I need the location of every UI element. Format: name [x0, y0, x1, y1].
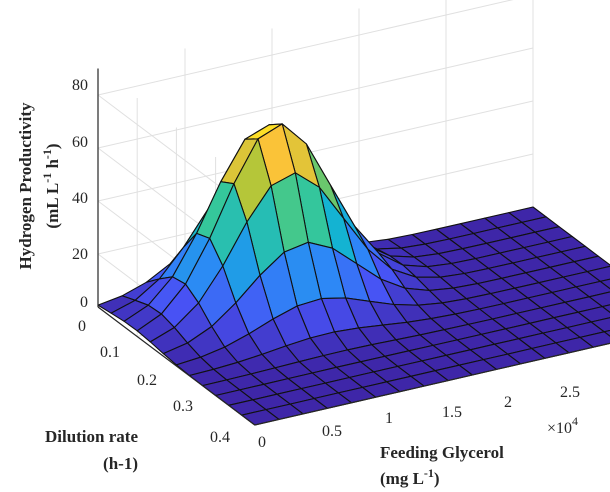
z-tick-label: 20	[72, 246, 88, 263]
y-tick-label: 0.3	[173, 398, 193, 415]
svg-text:(mL L-1 h-1): (mL L-1 h-1)	[40, 143, 62, 228]
grid-line	[97, 100, 534, 202]
axes-box	[97, 68, 610, 426]
x-tick-label: 0	[258, 434, 266, 451]
x-axis-label-units: (mg L-1)	[380, 466, 440, 488]
x-axis-line	[254, 342, 610, 426]
y-axis-label: Dilution rate	[45, 427, 138, 446]
x-tick-label: 0.5	[322, 423, 342, 440]
svg-text:Hydrogen Productivity: Hydrogen Productivity	[16, 102, 35, 270]
z-tick-label: 0	[80, 294, 88, 311]
y-tick-label: 0.4	[210, 429, 230, 446]
x-axis-multiplier: ×104	[547, 414, 578, 437]
z-tick-label: 40	[72, 190, 88, 207]
y-tick-label: 0	[78, 318, 86, 335]
z-tick-label: 60	[72, 134, 88, 151]
y-tick-label: 0.1	[100, 344, 120, 361]
surface-mesh	[97, 123, 610, 426]
grid-line	[97, 0, 514, 96]
grid-line	[97, 47, 534, 149]
z-tick-label: 80	[72, 77, 88, 94]
y-axis-label-units: (h-1)	[103, 454, 138, 473]
y-axis-line	[97, 306, 256, 426]
x-tick-label: 2	[504, 394, 512, 411]
x-tick-label: 2.5	[560, 384, 580, 401]
x-tick-label: 1	[385, 410, 393, 427]
x-tick-label: 1.5	[442, 404, 462, 421]
x-axis-label: Feeding Glycerol	[380, 443, 504, 462]
z-axis-label: Hydrogen Productivity (mL L-1 h-1)	[16, 102, 62, 270]
y-tick-label: 0.2	[137, 372, 157, 389]
